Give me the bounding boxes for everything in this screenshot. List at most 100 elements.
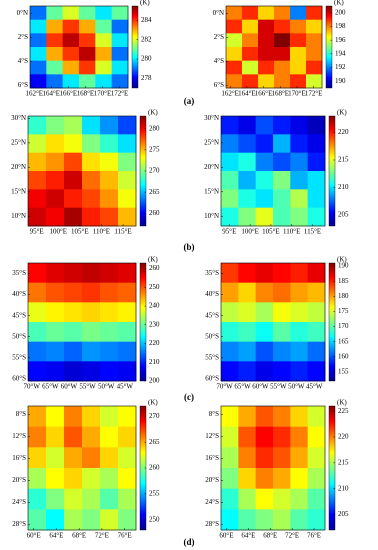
heatmap-cell [307,322,326,343]
heatmap-cell [290,152,309,172]
heatmap-cell [100,134,119,154]
heatmap-cell [238,302,257,323]
heatmap-cell [221,406,239,428]
x-tick-label: 115°E [304,228,321,236]
panel-label: (c) [184,392,194,402]
y-tick-label: 0°N [17,9,28,17]
x-tick-label: 60°E [27,532,41,540]
heatmap-cell [238,116,257,135]
heatmap-cell [307,152,326,172]
heatmap-cell [100,282,119,303]
heatmap-cell [28,302,47,323]
map-frame [225,5,323,89]
heatmap-cell [100,263,119,284]
y-tick-label: 30°N [204,114,219,122]
heatmap-cell [95,19,113,34]
heatmap-cell [82,263,101,284]
heatmap-cell [255,263,274,284]
colorbar-tick-label: 210 [338,484,349,492]
heatmap-cell [238,341,257,362]
colorbar-label: (K) [140,0,150,7]
colorbar-tick-label: 280 [141,55,152,63]
heatmap-cell [273,341,291,362]
heatmap-cell [62,74,80,89]
x-tick-label: 166°E [255,90,273,98]
heatmap-cell [46,509,65,531]
x-tick-label: 65°W [234,383,251,391]
heatmap-cell [238,134,257,154]
heatmap-cell [100,341,119,362]
y-tick-label: 40°S [12,290,26,298]
heatmap-cell [274,60,291,75]
heatmap-cell [274,33,291,48]
y-tick-label: 20°N [204,163,219,171]
heatmap-cell [100,426,119,448]
heatmap-cell [100,171,119,190]
heatmap-cell [30,60,47,75]
heatmap-cell [221,134,239,154]
y-tick-label: 28°S [205,520,219,528]
heatmap-cell [238,152,257,172]
y-tick-label: 50°S [205,332,219,340]
heatmap-cell [46,426,65,448]
heatmap-cell [82,152,101,172]
heatmap-cell [62,6,80,21]
colorbar-label: (K) [337,399,347,407]
heatmap-cell [64,171,83,190]
colorbar-tick-label: 210 [338,183,349,191]
heatmap-cell [273,116,291,135]
colorbar-tick-label: 215 [338,458,349,466]
colorbar-label: (K) [148,256,158,264]
map-frame [220,405,326,531]
heatmap-cell [118,116,137,135]
y-tick-label: 10°N [204,212,219,220]
heatmap-cell [255,488,274,510]
heatmap-cell [307,134,326,154]
colorbar-tick-label: 240 [149,302,160,310]
heatmap-cell [258,47,275,62]
heatmap-cell [238,207,257,227]
colorbar-tick-label: 215 [338,156,349,164]
heatmap-cell [28,406,47,428]
y-tick-label: 24°S [12,498,26,506]
heatmap-cell [64,406,83,428]
y-tick-label: 6°S [214,81,224,89]
heatmap-cell [111,47,129,62]
heatmap-cell [290,189,309,209]
heatmap-cell [28,341,47,362]
heatmap-cell [28,426,47,448]
heatmap-cell [79,6,96,21]
heatmap-cell [221,207,239,227]
heatmap-cell [28,322,47,343]
heatmap-cell [307,361,326,382]
heatmap-cell [64,263,83,284]
heatmap-cell [307,171,326,190]
heatmap-cell [118,488,137,510]
x-tick-label: 105°E [71,228,89,236]
heatmap-cell [100,207,119,227]
heatmap-cell [118,447,137,469]
heatmap-cell [273,447,291,469]
heatmap-cell [30,33,47,48]
heatmap-cell [307,468,326,490]
heatmap-cell [238,488,257,510]
heatmap-cell [290,207,309,227]
heatmap-cell [64,134,83,154]
colorbar-tick-label: 205 [338,510,349,518]
heatmap-cell [118,406,137,428]
x-tick-label: 162°E [221,90,239,98]
x-tick-label: 170°E [288,90,306,98]
heatmap-cell [255,426,274,448]
heatmap-cell [226,60,243,75]
x-tick-label: 68°E [263,532,277,540]
heatmap-cell [82,134,101,154]
y-tick-label: 28°S [12,520,26,528]
panel-label: (d) [184,537,195,547]
heatmap-cell [118,171,137,190]
heatmap-cell [64,509,83,531]
heatmap-cell [64,426,83,448]
heatmap-cell [79,60,96,75]
heatmap-cell [273,322,291,343]
y-tick-label: 4°S [18,57,28,65]
heatmap-cell [226,19,243,34]
